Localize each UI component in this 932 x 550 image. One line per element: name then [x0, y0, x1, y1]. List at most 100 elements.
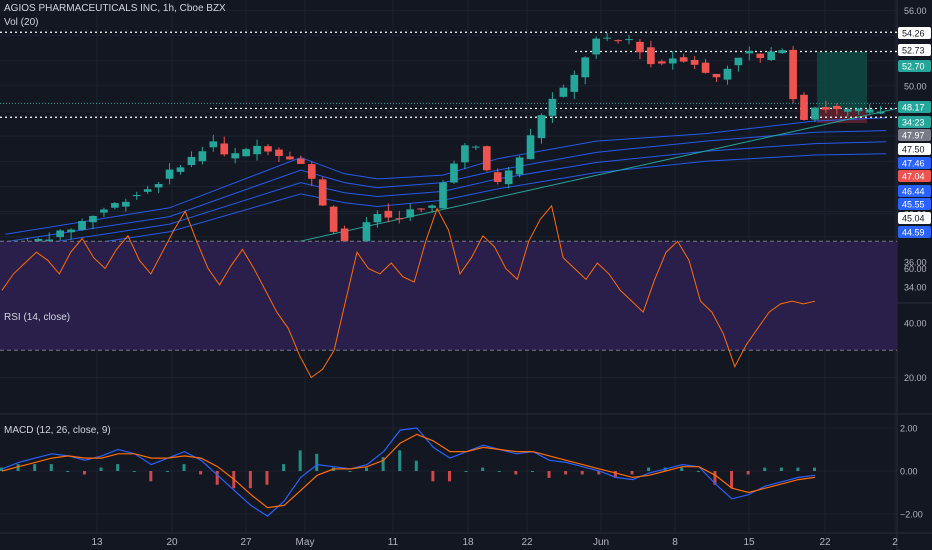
macd-histogram-bar [66, 471, 70, 472]
position-target-zone[interactable] [817, 51, 867, 109]
candle-body [515, 157, 524, 175]
candle-body [209, 141, 218, 148]
candle-body [307, 164, 316, 179]
candle-body [778, 50, 786, 54]
horizontal-levels[interactable] [0, 31, 897, 118]
price-label-badge [898, 27, 931, 39]
candle-body [461, 145, 469, 163]
candle-body [253, 145, 261, 155]
price-label-text: 52.70 [902, 62, 925, 72]
macd-histogram-bar [630, 471, 634, 475]
candle-body [67, 229, 75, 233]
position-tool[interactable] [817, 51, 867, 124]
candle-body [493, 172, 502, 182]
price-label-text: 47.97 [902, 131, 925, 141]
price-label-text: 45.55 [902, 200, 925, 210]
price-label-text: 44.59 [902, 228, 925, 238]
candle-body [570, 74, 579, 92]
candle-body [275, 149, 283, 157]
price-label-text: 48.17 [902, 103, 925, 113]
macd-histogram-bar [348, 471, 352, 472]
macd-histogram-bar [16, 464, 20, 471]
candle-body [679, 57, 688, 62]
x-tick-label: Jun [593, 537, 609, 548]
candle-body [701, 62, 710, 73]
candle-body [231, 153, 240, 159]
candle-body [734, 57, 743, 66]
candle-body [89, 215, 97, 223]
candle-body [636, 41, 644, 53]
price-label-text: 52.73 [902, 46, 925, 56]
price-label-badge [898, 129, 931, 141]
macd-histogram-bar [680, 467, 684, 471]
candle-body [165, 169, 174, 179]
chart-title: AGIOS PHARMACEUTICALS INC, 1h, Cboe BZX [4, 3, 226, 14]
candle-body [318, 179, 327, 206]
macd-tick-label: 2.00 [900, 424, 918, 434]
macd-histogram-bar [265, 471, 269, 485]
x-tick-label: 22 [819, 537, 831, 548]
macd-histogram-bar [613, 471, 617, 478]
macd-tick-label: 0.00 [900, 467, 918, 477]
candle-body [143, 189, 152, 192]
macd-histogram-bar [116, 464, 120, 471]
rsi-legend: RSI (14, close) [4, 312, 71, 323]
volume-legend: Vol (20) [4, 17, 39, 28]
macd-histogram-bar [447, 471, 451, 482]
candle-body [198, 151, 207, 162]
candle-body [745, 50, 754, 54]
macd-histogram-bar [33, 464, 37, 471]
x-tick-label: 18 [462, 537, 474, 548]
x-tick-label: 2 [892, 537, 898, 548]
price-tick-label: 56.00 [904, 6, 927, 16]
candle-body [559, 87, 568, 97]
candle-body [822, 107, 830, 110]
macd-histogram-bar [398, 450, 402, 471]
price-scale-labels: 54.26 52.73 52.70 48.17 34:23 47.97 47.50 47.46… [898, 27, 931, 238]
candle-body [668, 58, 677, 64]
candle-body [614, 40, 622, 42]
macd-histogram-bar [597, 471, 601, 475]
candle-body [154, 183, 163, 188]
candle-body [472, 146, 480, 148]
macd-histogram-bar [165, 471, 169, 472]
price-label-badge [898, 185, 931, 197]
candle-body [395, 218, 404, 220]
macd-histogram-bar [481, 467, 485, 471]
candle-body [603, 37, 611, 39]
price-label-badge [898, 226, 931, 238]
candle-body [712, 73, 721, 78]
x-tick-label: 8 [672, 537, 678, 548]
axis-labels: 13 20 27 May 11 18 22 Jun 8 15 22 234.0036.0050.005… [91, 6, 926, 548]
candle-body [482, 146, 491, 171]
macd-histogram-bar [779, 467, 783, 471]
price-tick-label: 50.00 [904, 81, 927, 91]
rsi-tick-label: 60.00 [904, 264, 927, 274]
rsi-line [1, 204, 816, 379]
candle-body [111, 203, 119, 208]
macd-histogram-bar [132, 471, 136, 472]
macd-histogram-bar [530, 471, 534, 472]
macd-histogram-bar [248, 471, 252, 489]
candle-body [854, 108, 863, 112]
candle-body [56, 230, 64, 238]
macd-histogram-bar [315, 453, 319, 471]
price-tick-label: 34.00 [904, 283, 927, 293]
candle-body [220, 143, 229, 155]
candle-body [767, 51, 776, 61]
macd-histogram-bar [647, 467, 651, 471]
candle-body [811, 107, 819, 120]
candle-body [865, 109, 874, 113]
macd-histogram-bar [497, 471, 501, 472]
candle-body [537, 115, 546, 139]
candle-body [417, 208, 425, 210]
macd-histogram-bar [282, 464, 286, 471]
price-label-text: 47.04 [902, 172, 925, 182]
x-tick-label: 11 [388, 537, 399, 548]
candle-body [384, 210, 393, 218]
candle-body [756, 53, 765, 59]
macd-histogram-bar [381, 457, 385, 471]
x-tick-label: May [296, 537, 315, 548]
candle-body [843, 109, 852, 112]
